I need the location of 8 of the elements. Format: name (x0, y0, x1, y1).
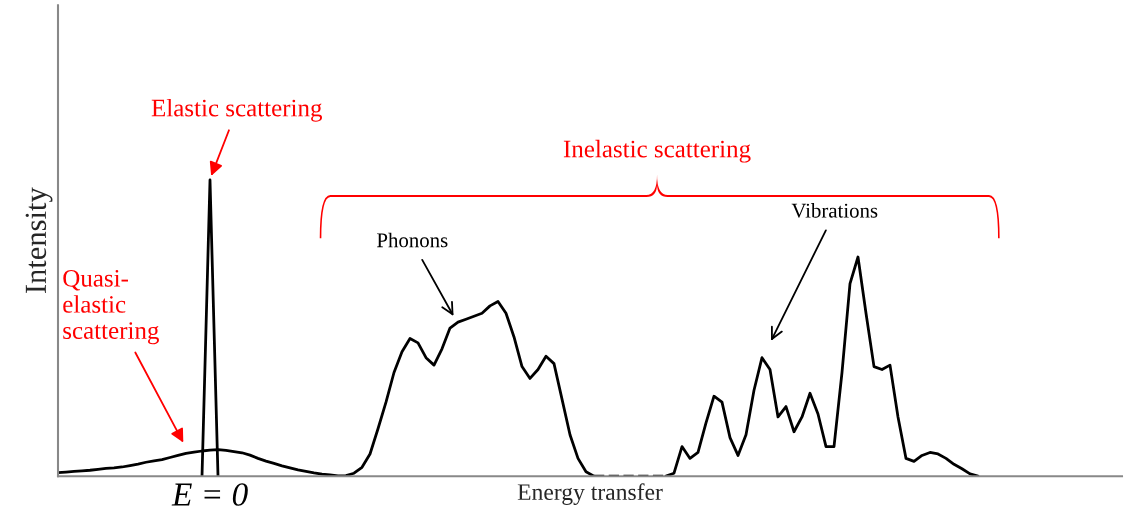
text: Elastic scattering (151, 98, 322, 122)
annotation: Phonons (377, 232, 448, 248)
text: Inelastic scattering (563, 139, 751, 163)
y-axis-title: Intensity (25, 187, 53, 294)
text: E = 0 (171, 483, 248, 506)
annotation: Vibrations (791, 203, 878, 218)
x-axis-title: Energy transfer (517, 483, 663, 505)
annotation: Quasi- elastic scattering (63, 269, 159, 345)
